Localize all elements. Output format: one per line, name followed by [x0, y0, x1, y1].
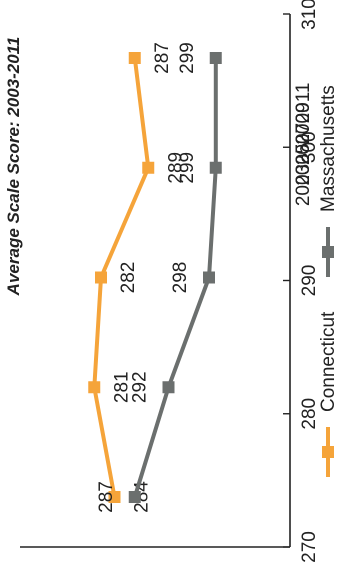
category-tick-label: 2009	[293, 102, 314, 144]
data-label: 299	[177, 42, 198, 74]
data-label: 292	[130, 371, 151, 403]
category-tick-label: 2011	[293, 83, 314, 124]
data-label: 287	[96, 481, 117, 513]
value-tick-label: 270	[299, 531, 320, 563]
value-tick-label: 310	[299, 0, 320, 30]
data-point-marker	[88, 381, 101, 394]
data-point-marker	[162, 381, 175, 394]
category-tick-label: 2003	[293, 164, 314, 206]
legend-swatch-marker	[322, 246, 334, 258]
category-tick-label: 2005	[293, 143, 314, 185]
data-point-marker	[209, 161, 222, 174]
data-label: 287	[152, 42, 173, 74]
value-tick-label: 280	[299, 398, 320, 430]
data-point-marker	[128, 52, 141, 64]
data-label: 282	[118, 262, 139, 294]
category-tick-label: 2007	[293, 123, 314, 165]
data-point-marker	[203, 271, 215, 284]
data-label: 281	[111, 371, 132, 403]
data-point-marker	[142, 161, 155, 174]
legend-label: Connecticut	[318, 311, 339, 412]
chart-title: Average Scale Score: 2003-2011	[4, 37, 23, 297]
data-label: 298	[170, 262, 191, 294]
data-point-marker	[95, 271, 107, 284]
legend-label: Massachusetts	[318, 85, 339, 212]
data-point-marker	[108, 491, 121, 503]
value-tick-label: 300	[299, 131, 320, 163]
plot-area: Average Scale Score: 2003-2011 270 280 290 3…	[4, 0, 339, 563]
data-point-marker	[209, 52, 222, 64]
data-point-marker	[128, 491, 141, 503]
legend-swatch-marker	[322, 446, 334, 458]
data-label: 299	[177, 152, 198, 184]
value-tick-label: 290	[299, 265, 320, 297]
data-label: 289	[165, 152, 186, 184]
